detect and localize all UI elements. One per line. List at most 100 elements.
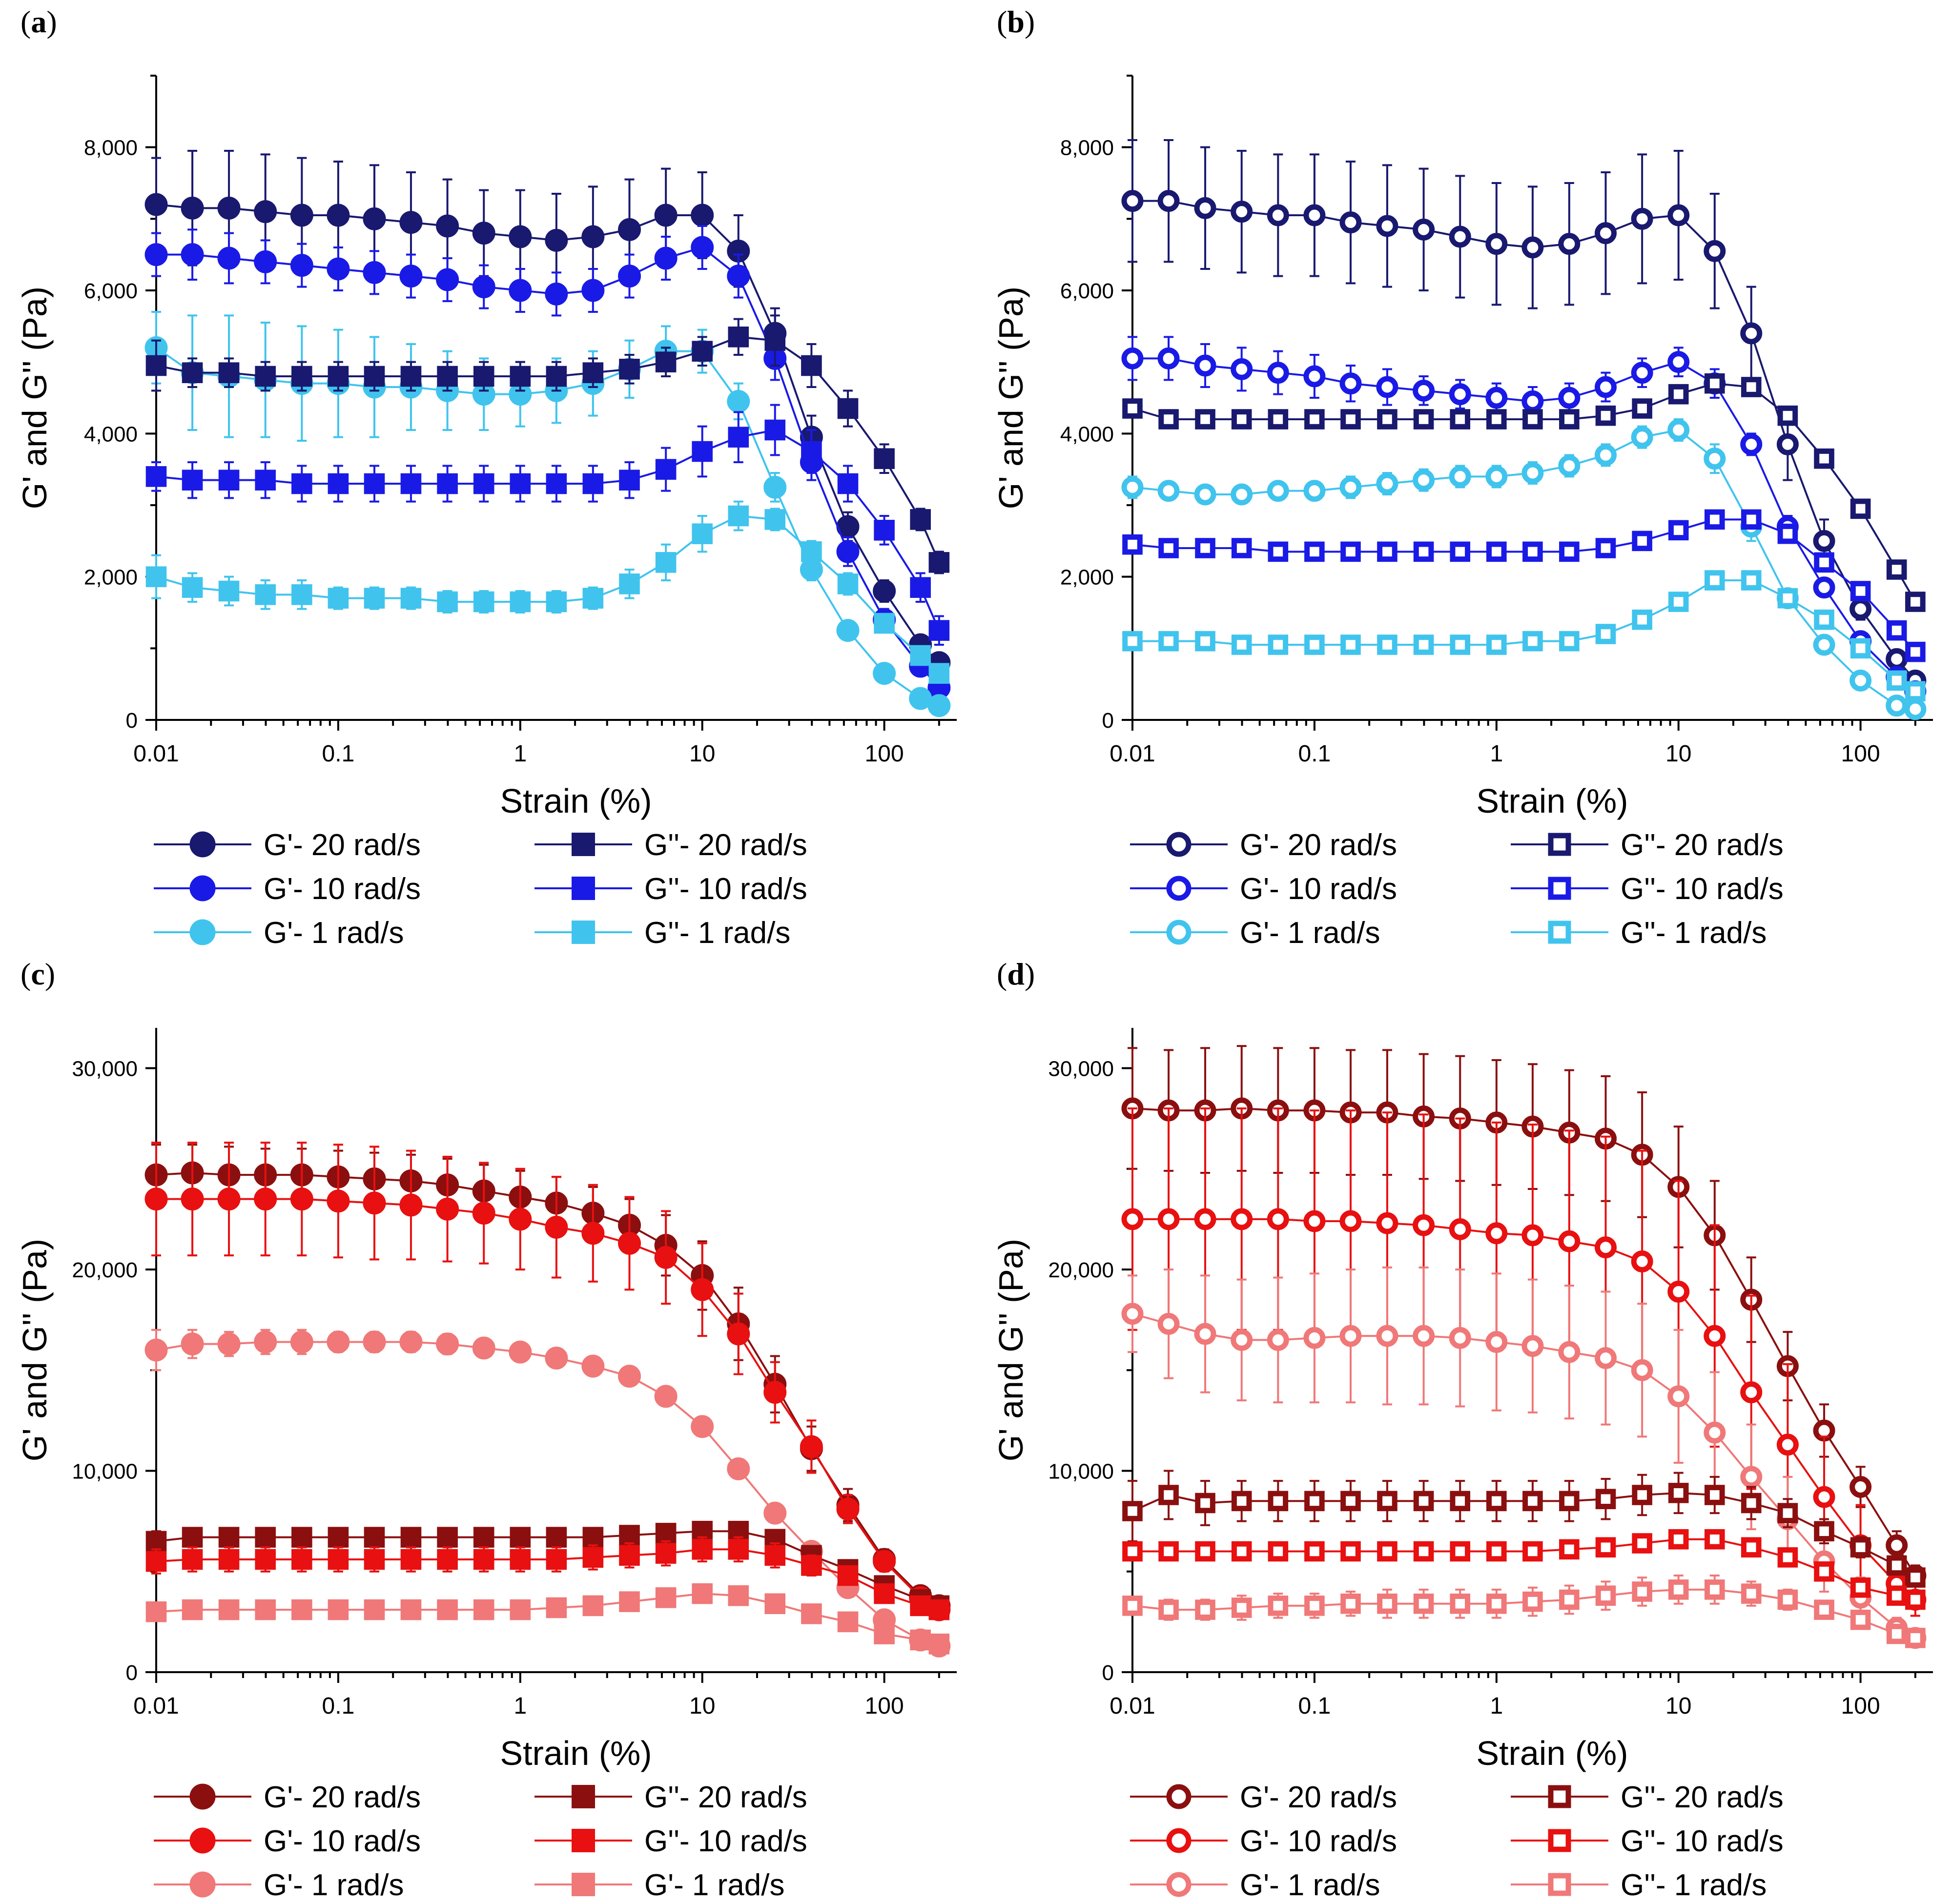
data-point — [928, 663, 950, 684]
x-tick-label: 100 — [865, 1693, 904, 1719]
x-tick-label: 0.01 — [133, 741, 179, 767]
data-point — [291, 473, 312, 494]
data-point — [1339, 1325, 1362, 1347]
data-point — [1157, 1312, 1180, 1335]
data-point — [1231, 635, 1252, 655]
data-point — [1667, 1280, 1690, 1303]
legend-item: G'- 1 rad/s — [154, 1868, 404, 1902]
data-point — [1122, 398, 1143, 419]
data-point — [692, 1583, 713, 1604]
data-point — [328, 1599, 349, 1620]
legend-marker — [1548, 833, 1571, 856]
panel-label: (b) — [997, 4, 1035, 39]
data-point — [1849, 598, 1872, 620]
y-tick-label: 4,000 — [1060, 422, 1114, 446]
data-point — [1631, 426, 1653, 449]
data-point — [509, 1208, 532, 1231]
data-point — [1905, 1567, 1926, 1588]
data-point — [291, 1599, 312, 1620]
data-point — [1121, 347, 1144, 369]
legend-marker — [572, 833, 595, 856]
x-tick-label: 0.01 — [1110, 1693, 1155, 1719]
data-point — [364, 473, 385, 494]
y-axis-title: G' and G'' (Pa) — [16, 287, 54, 509]
data-point — [1668, 1529, 1689, 1550]
data-point — [364, 588, 385, 609]
data-point — [1340, 635, 1361, 655]
data-point — [1522, 1591, 1543, 1612]
data-point — [1741, 1493, 1762, 1514]
data-point — [546, 1527, 567, 1548]
data-point — [1486, 409, 1507, 430]
data-point — [399, 1331, 423, 1353]
data-point — [181, 1332, 204, 1356]
data-point — [473, 591, 494, 613]
data-point — [618, 265, 641, 288]
data-point — [510, 1527, 531, 1548]
legend-marker — [1548, 1785, 1571, 1808]
data-point — [254, 1187, 277, 1211]
legend-item: G''- 1 rad/s — [1511, 916, 1767, 950]
data-point — [290, 254, 313, 277]
x-tick-label: 1 — [514, 1693, 527, 1719]
data-point — [1886, 1534, 1908, 1556]
data-point — [437, 1549, 458, 1570]
data-point — [1340, 1593, 1361, 1614]
legend-label: G'- 20 rad/s — [1240, 1781, 1397, 1814]
data-point — [1339, 1210, 1362, 1232]
data-point — [1740, 433, 1763, 455]
x-axis-title: Strain (%) — [1476, 1734, 1628, 1772]
data-point — [400, 473, 422, 494]
data-point — [1814, 552, 1834, 573]
data-point — [217, 246, 241, 270]
data-point — [328, 588, 349, 609]
x-tick-label: 0.01 — [1110, 741, 1155, 767]
data-point — [1485, 1222, 1508, 1245]
legend-label: G''- 1 rad/s — [644, 916, 790, 950]
legend-item: G''- 10 rad/s — [1511, 1824, 1784, 1858]
data-point — [473, 366, 494, 387]
data-point — [691, 1415, 714, 1438]
data-point — [691, 236, 714, 259]
data-point — [1267, 362, 1289, 384]
y-tick-label: 6,000 — [84, 279, 138, 303]
data-point — [837, 573, 859, 594]
data-point — [1631, 1250, 1653, 1272]
data-point — [1886, 1623, 1907, 1644]
data-point — [1194, 483, 1216, 506]
data-point — [582, 588, 604, 609]
data-point — [399, 265, 423, 288]
data-point — [436, 268, 459, 291]
data-point — [1304, 409, 1325, 430]
chart-d: 0.01 0.1 1 10 100 0 10,000 20,000 30,000 Strain (… — [992, 1028, 1933, 1902]
legend-marker — [1166, 1784, 1192, 1809]
data-point — [1195, 538, 1215, 558]
data-point — [1231, 358, 1253, 380]
data-point — [582, 362, 604, 383]
data-point — [619, 1591, 640, 1612]
legend-marker — [189, 831, 216, 858]
data-point — [1267, 1208, 1289, 1230]
legend-marker — [1548, 1829, 1571, 1852]
chart-c: 0.01 0.1 1 10 100 0 10,000 20,000 30,000 Strain (… — [16, 1028, 957, 1902]
data-point — [1486, 1541, 1507, 1562]
legend: G'- 20 rad/s G'- 10 rad/s G'- 1 rad/s G''- … — [154, 1781, 807, 1902]
data-point — [655, 459, 677, 480]
data-point — [1195, 409, 1215, 430]
data-point — [328, 366, 349, 387]
legend-label: G''- 20 rad/s — [644, 828, 807, 862]
data-point — [837, 1565, 859, 1586]
data-point — [546, 1597, 567, 1618]
x-tick-label: 10 — [1665, 1693, 1691, 1719]
data-point — [182, 1549, 203, 1570]
data-point — [328, 1527, 349, 1548]
legend-item: G'- 10 rad/s — [154, 1824, 421, 1858]
data-point — [1631, 362, 1653, 384]
series-gdoubleprime-3 — [1122, 1470, 1926, 1588]
data-point — [1522, 541, 1543, 562]
y-tick-label: 30,000 — [1048, 1057, 1114, 1081]
data-point — [874, 520, 895, 541]
data-point — [1449, 1218, 1471, 1240]
data-point — [1449, 465, 1471, 488]
data-point — [363, 207, 386, 230]
